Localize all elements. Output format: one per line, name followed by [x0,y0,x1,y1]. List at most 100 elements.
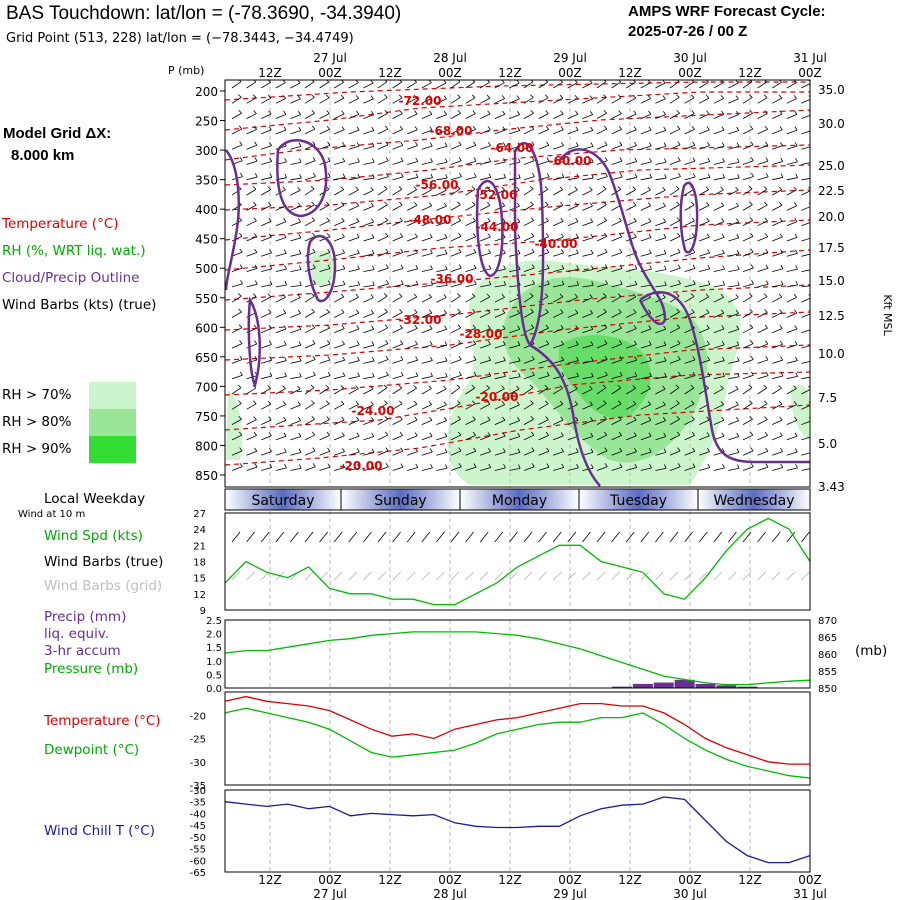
wind-barb-flag [458,355,462,360]
wind-barb-grid [552,571,562,581]
wind-barb-grid [421,571,431,581]
wind-barb-flag [444,142,448,147]
wind-barb [728,360,740,364]
wind-barb-flag [634,372,638,377]
wind-barb-flag [765,141,769,146]
wind-barb-flag [722,464,725,469]
wind-barb [261,268,272,272]
wind-barb-flag [310,384,315,388]
wind-barb [421,221,433,227]
wind-barb-flag [237,293,242,297]
wind-barb-flag [750,447,754,452]
wind-barb-true [801,531,810,543]
wind-barb [494,312,506,318]
wind-barb [596,188,607,196]
wind-barb [348,435,360,441]
wind-barb [655,328,666,334]
height-tick-label: 10.0 [818,347,845,361]
wind-barb [319,176,331,181]
wind-barb-flag [765,463,769,468]
wind-barb-flag [736,218,740,223]
wind-barb [669,434,681,441]
wind-barb [480,467,491,471]
wind-barb-flag [575,340,579,345]
wind-barb [436,451,448,456]
wind-barb-flag [342,356,346,361]
wind-barb-flag [472,80,476,83]
pressure-tick-label: 870 [818,616,837,627]
wind-barb [669,128,681,135]
wind-barb [728,145,740,150]
wind-barb-flag [808,294,810,297]
wind-barb-flag [283,432,287,437]
wind-barb-flag [458,157,462,161]
wind-barb-flag [238,431,243,436]
wind-barb [728,451,740,456]
wind-barb [699,161,710,165]
wind-barb-flag [618,324,622,329]
wind-barb [742,128,754,135]
wind-barb-flag [546,141,550,146]
wind-barb-flag [415,447,418,452]
wind-barb [450,374,462,380]
wind-barb [698,387,709,395]
wind-barb [728,161,740,165]
wind-barb [582,205,593,211]
wind-barb [275,284,287,288]
wind-barb-flag [357,372,360,377]
wind-barb-flag [298,126,302,131]
wind-barb [523,128,535,135]
wind-barb [436,205,447,211]
wind-barb [786,98,797,104]
wind-barb [480,435,491,441]
wind-barb-flag [779,324,783,329]
time-tick-label: 00Z [798,873,822,887]
wind-barb-flag [677,248,681,253]
wind-speed-tick-label: 9 [200,606,206,617]
wind-barb-flag [472,309,476,313]
wind-barb [786,189,797,196]
wind-barb-flag [282,95,286,99]
pressure-tick-label: 500 [195,262,218,276]
wind-barb-flag [705,385,709,389]
wind-barb-flag [545,201,549,206]
wind-barb [348,388,359,395]
wind-barb [304,112,315,119]
wind-barb-flag [546,280,550,285]
wind-barb-flag [561,264,565,269]
wind-barb [246,435,257,441]
wind-barb [742,387,753,395]
wind-barb-flag [400,447,404,452]
wind-barb [669,311,680,318]
wind-barb-flag [254,463,258,468]
rh-90-swatch [89,436,136,463]
wind-barb [553,236,564,242]
wind-barb-flag [326,217,330,222]
wind-barb [523,434,535,441]
wind-barb-flag [662,111,666,115]
wind-barb [436,82,447,89]
wind-barb [480,312,491,318]
wind-chill-tick-label: -50 [190,833,206,844]
wind-barb [640,328,652,334]
wind-barb-true [742,531,752,543]
wind-barb-flag [530,415,534,420]
wind-barb [772,343,783,349]
wind-barb-flag [764,416,768,420]
wind-barb [669,176,681,181]
legend-wind-barbs: Wind Barbs (kts) (true) [2,297,157,313]
wind-barb [713,312,725,318]
wind-barb [757,296,768,303]
wind-barb-flag [676,431,681,436]
wind-barb [567,221,579,227]
wind-barb [334,312,345,318]
wind-barb-true [465,531,474,543]
precip-sub2-label: 3-hr accum [44,643,121,659]
wind-barb-flag [676,400,680,404]
wind-barb [772,359,783,364]
wind-barb-flag [545,80,549,83]
wind-barb [231,267,243,272]
wind-barb [480,328,491,334]
wind-barb-flag [721,142,725,147]
wind-barb-true [713,531,723,543]
